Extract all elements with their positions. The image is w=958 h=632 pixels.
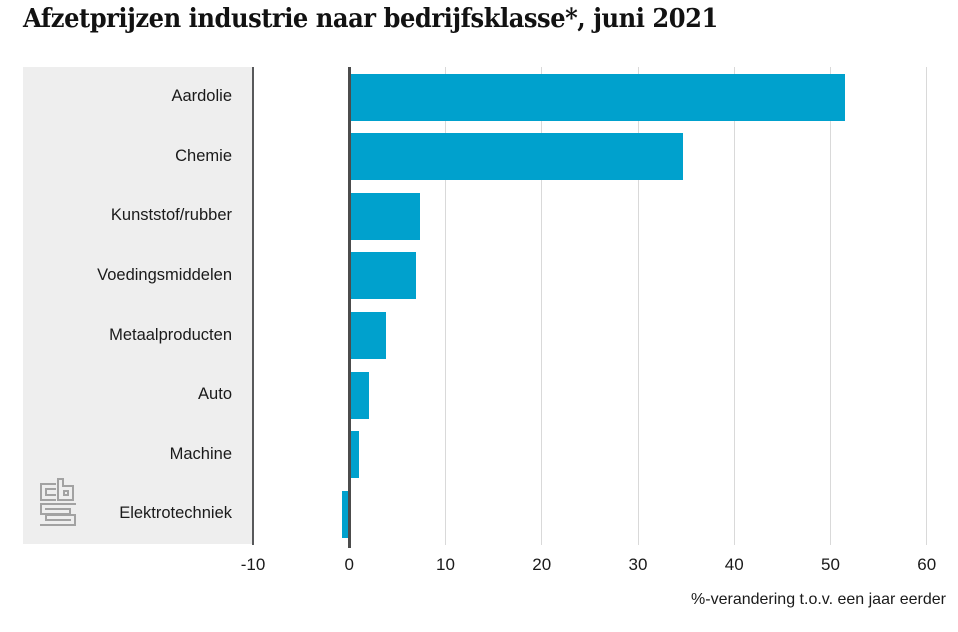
category-label: Auto [198, 385, 232, 404]
bar-aardolie [349, 73, 845, 121]
bar-kunststof-rubber [349, 192, 421, 240]
x-tick-label: -10 [240, 555, 266, 574]
bar-voedingsmiddelen [349, 252, 416, 300]
gridline [637, 67, 639, 545]
bar-auto [349, 371, 369, 419]
x-axis-label: %-verandering t.o.v. een jaar eerder [691, 591, 946, 608]
category-label: Kunststof/rubber [110, 206, 232, 225]
category-label: Voedingsmiddelen [97, 265, 232, 284]
gridline [733, 67, 735, 545]
cbs-logo-letter-s2 [40, 514, 76, 526]
x-tick-label: 0 [344, 555, 354, 574]
category-label: Metaalproducten [109, 325, 232, 344]
left-axis-line [252, 67, 254, 545]
gridline [830, 67, 831, 545]
zero-axis-line [347, 67, 351, 548]
x-tick-label: 20 [532, 555, 552, 574]
x-tick-label: 40 [724, 555, 744, 574]
chart-title: Afzetprijzen industrie naar bedrijfsklas… [23, 4, 718, 34]
bar-machine [349, 431, 359, 479]
bar-chemie [349, 133, 684, 181]
category-panel [23, 67, 253, 544]
category-label: Machine [169, 444, 232, 463]
x-tick-label: 50 [821, 555, 840, 574]
gridline [445, 67, 446, 545]
category-label: Elektrotechniek [119, 504, 232, 523]
bar-elektrotechniek [341, 490, 350, 538]
bar-metaalproducten [349, 312, 386, 359]
category-label: Chemie [175, 146, 232, 165]
x-tick-label: 10 [436, 555, 455, 574]
gridline [926, 67, 928, 545]
cbs-logo-letter-b [57, 478, 74, 501]
cbs-logo-letter-c [40, 483, 56, 501]
gridline [541, 67, 543, 545]
category-label: Aardolie [171, 87, 232, 105]
x-tick-label: 60 [917, 555, 937, 574]
cbs-logo-icon [40, 478, 76, 526]
x-tick-label: 30 [628, 555, 648, 574]
